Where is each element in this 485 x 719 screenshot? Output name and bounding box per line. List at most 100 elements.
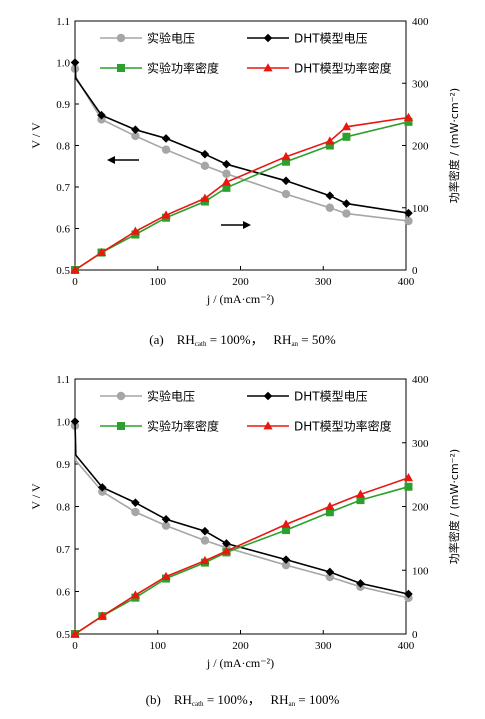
data-point xyxy=(356,579,365,588)
data-point xyxy=(404,208,413,218)
legend-label: 实验电压 xyxy=(147,389,195,404)
data-point xyxy=(161,134,171,143)
y-right-tick-label: 300 xyxy=(412,438,429,450)
data-point xyxy=(355,489,366,498)
data-point xyxy=(281,151,291,161)
legend-marker xyxy=(117,422,125,430)
series-0 xyxy=(70,64,413,226)
y-left-tick-label: 1.1 xyxy=(56,374,70,386)
data-point xyxy=(222,159,231,169)
legend-marker xyxy=(263,421,273,430)
data-point xyxy=(70,629,80,638)
series-0 xyxy=(70,421,413,603)
data-point xyxy=(281,555,291,564)
y-left-tick-label: 0.9 xyxy=(56,99,70,111)
data-point xyxy=(200,161,210,171)
y-right-tick-label: 400 xyxy=(412,16,429,28)
y-left-tick-label: 0.8 xyxy=(56,141,70,153)
legend-label: DHT模型电压 xyxy=(294,390,368,404)
data-point xyxy=(222,169,231,178)
legend-marker xyxy=(116,33,126,43)
x-tick-label: 200 xyxy=(232,276,249,288)
legend-entry: DHT模型电压 xyxy=(247,32,368,46)
plot-frame xyxy=(74,378,407,635)
legend-entry: DHT模型功率密度 xyxy=(247,61,392,76)
x-tick-label: 0 xyxy=(72,276,78,288)
legend-label: DHT模型功率密度 xyxy=(294,61,392,76)
data-point xyxy=(200,536,210,545)
data-point xyxy=(131,125,140,135)
legend-entry: DHT模型功率密度 xyxy=(247,419,392,434)
caption-b-rh-an: RH xyxy=(270,692,289,707)
series-line xyxy=(74,121,409,271)
data-point xyxy=(342,132,351,141)
series-3 xyxy=(70,473,414,638)
x-tick-label: 100 xyxy=(150,276,167,288)
data-point xyxy=(404,216,413,226)
x-tick-label: 300 xyxy=(315,276,332,288)
data-point xyxy=(70,265,80,274)
series-3 xyxy=(70,112,414,274)
y-right-tick-label: 400 xyxy=(412,374,429,386)
data-point xyxy=(404,117,413,126)
data-point xyxy=(281,519,291,528)
chart-a: 0 100 200 300 400 0.5 0.6 0.7 0.8 0.9 1.0 1.1 0 100 20… xyxy=(29,16,461,306)
data-point xyxy=(282,526,291,535)
data-point xyxy=(130,590,141,599)
data-point xyxy=(403,473,414,482)
y-right-axis-label: 功率密度 / (mW·cm⁻²) xyxy=(447,449,461,564)
data-point xyxy=(325,501,335,510)
y-right-tick-label: 200 xyxy=(412,141,429,153)
caption-b-label: (b) xyxy=(145,692,161,707)
caption-a-rh-cath-sub: cath xyxy=(194,340,207,348)
y-left-tick-label: 0.6 xyxy=(56,224,70,236)
legend-label: DHT模型电压 xyxy=(294,32,368,46)
data-point xyxy=(282,157,291,166)
data-point xyxy=(281,560,291,570)
series-line xyxy=(74,62,409,214)
x-tick-label: 300 xyxy=(315,640,332,652)
data-point xyxy=(341,122,352,131)
y-left-tick-label: 1.0 xyxy=(56,58,70,70)
x-tick-label: 400 xyxy=(398,640,415,652)
chart-b: 0 100 200 300 400 0.5 0.6 0.7 0.8 0.9 1.0 1.1 0 100 20… xyxy=(29,374,461,670)
legend-marker xyxy=(263,33,273,43)
y-left-tick-label: 0.7 xyxy=(56,544,70,556)
x-tick-label: 400 xyxy=(398,276,415,288)
data-point xyxy=(200,193,210,202)
legend-entry: DHT模型电压 xyxy=(247,390,368,404)
x-tick-label: 100 xyxy=(150,640,167,652)
series-line xyxy=(74,421,409,595)
series-1 xyxy=(70,417,413,599)
y-left-tick-label: 0.9 xyxy=(56,459,70,471)
series-line xyxy=(74,485,409,635)
data-point xyxy=(325,567,335,577)
data-point xyxy=(161,521,171,530)
caption-b-rh-cath-sub: cath xyxy=(191,700,204,708)
data-point xyxy=(161,514,171,524)
y-left-tick-label: 1.1 xyxy=(56,16,70,28)
data-point xyxy=(130,226,141,235)
legend-marker xyxy=(263,391,273,401)
caption-a-label: (a) xyxy=(149,332,164,347)
data-point xyxy=(221,177,232,186)
data-point xyxy=(325,572,335,582)
y-left-axis-label: V / V xyxy=(29,122,43,149)
y-left-tick-label: 0.7 xyxy=(56,182,70,194)
y-right-tick-label: 200 xyxy=(412,502,429,514)
data-point xyxy=(200,526,210,536)
data-point xyxy=(131,507,140,517)
legend-entry: 实验功率密度 xyxy=(100,61,219,76)
legend-entry: 实验电压 xyxy=(100,31,195,46)
series-line xyxy=(74,116,409,271)
legend-label: 实验功率密度 xyxy=(147,61,219,76)
caption-a-rh-cath: RH xyxy=(176,332,195,347)
y-right-tick-label: 100 xyxy=(412,203,429,215)
data-point xyxy=(200,149,210,159)
data-point xyxy=(325,191,335,201)
series-line xyxy=(74,477,409,635)
data-point xyxy=(161,571,171,581)
legend-entry: 实验电压 xyxy=(100,389,195,404)
data-point xyxy=(97,110,106,120)
